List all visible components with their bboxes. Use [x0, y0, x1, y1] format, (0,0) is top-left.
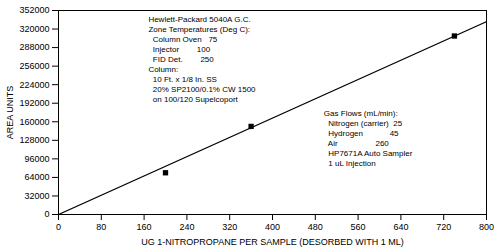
- svg-text:Gas Flows (mL/min): Nitrogen: Gas Flows (mL/min): Nitrogen (carrier) 2…: [324, 109, 413, 168]
- svg-text:224000: 224000: [19, 80, 49, 90]
- svg-text:AREA UNITS: AREA UNITS: [5, 86, 15, 140]
- svg-text:400: 400: [265, 222, 280, 232]
- svg-text:352000: 352000: [19, 5, 49, 15]
- svg-text:0: 0: [44, 209, 49, 219]
- svg-text:480: 480: [308, 222, 323, 232]
- svg-text:128000: 128000: [19, 135, 49, 145]
- svg-text:160: 160: [137, 222, 152, 232]
- svg-text:192000: 192000: [19, 98, 49, 108]
- svg-text:32000: 32000: [24, 191, 49, 201]
- svg-text:96000: 96000: [24, 154, 49, 164]
- svg-text:288000: 288000: [19, 42, 49, 52]
- svg-text:Hewlett-Packard 5040A G.C.Zone: Hewlett-Packard 5040A G.C.Zone Temperatu…: [148, 15, 256, 104]
- svg-text:0: 0: [56, 222, 61, 232]
- svg-text:320: 320: [222, 222, 237, 232]
- svg-text:640: 640: [393, 222, 408, 232]
- svg-text:UG 1-NITROPROPANE PER SAMPLE (: UG 1-NITROPROPANE PER SAMPLE (DESORBED W…: [141, 237, 403, 247]
- svg-text:160000: 160000: [19, 117, 49, 127]
- svg-text:720: 720: [436, 222, 451, 232]
- svg-text:560: 560: [351, 222, 366, 232]
- svg-text:80: 80: [96, 222, 106, 232]
- svg-text:320000: 320000: [19, 24, 49, 34]
- svg-text:240: 240: [179, 222, 194, 232]
- svg-text:256000: 256000: [19, 61, 49, 71]
- svg-text:800: 800: [479, 222, 494, 232]
- svg-text:64000: 64000: [24, 172, 49, 182]
